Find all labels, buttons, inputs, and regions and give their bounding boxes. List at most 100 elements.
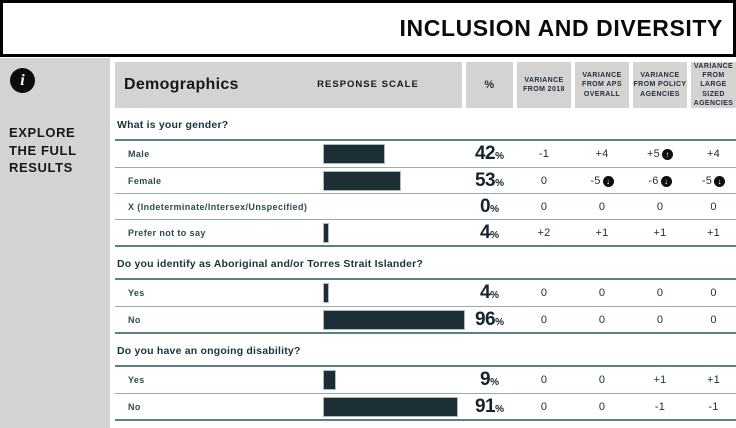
percent-value: 42%: [466, 141, 513, 167]
survey-section: What is your gender? Male 42% -1 +4 +5 ↑ …: [115, 108, 736, 247]
variance-from-large-agencies: -1: [708, 401, 719, 413]
page-title: INCLUSION AND DIVERSITY: [399, 15, 723, 41]
table-header: Demographics RESPONSE SCALE % VARIANCE F…: [115, 62, 736, 108]
variance-from-2018: 0: [540, 287, 548, 299]
percent-value: 4%: [466, 220, 513, 246]
variance-from-policy-agencies: 0: [656, 314, 664, 326]
row-label: Prefer not to say: [128, 228, 206, 238]
section-question: Do you have an ongoing disability?: [117, 345, 301, 357]
variance-from-large-agencies: +4: [707, 148, 720, 160]
response-bar: [323, 171, 401, 191]
arrow-down-circle-icon: ↓: [660, 175, 672, 187]
header-variance-large-agencies: VARIANCE FROM LARGE SIZED AGENCIES: [691, 62, 736, 108]
section-question: Do you identify as Aboriginal and/or Tor…: [117, 258, 424, 270]
percent-sign: %: [490, 377, 499, 388]
response-bar: [323, 223, 329, 243]
variance-from-aps-overall: 0: [598, 287, 606, 299]
variance-from-policy-agencies: +1: [653, 374, 667, 386]
row-label: No: [128, 402, 141, 412]
variance-from-2018: 0: [540, 175, 548, 187]
percent-value: 53%: [466, 168, 513, 194]
demographics-table: Demographics RESPONSE SCALE % VARIANCE F…: [115, 62, 736, 428]
table-row: Male 42% -1 +4 +5 ↑ +4: [115, 141, 736, 167]
variance-from-aps-overall: -5 ↓: [575, 168, 629, 194]
header-percent: %: [466, 62, 513, 108]
variance-from-2018: 0: [540, 401, 548, 413]
percent-number: 91: [474, 396, 496, 417]
arrow-down-circle-icon: ↓: [714, 175, 726, 187]
variance-from-aps-overall: 0: [598, 401, 606, 413]
percent-value: 4%: [466, 280, 513, 306]
variance-from-large-agencies: +1: [707, 374, 720, 386]
variance-from-2018: +2: [537, 227, 551, 239]
variance-from-policy-agencies: +5 ↑: [633, 141, 687, 167]
row-label: Yes: [128, 288, 145, 298]
variance-from-aps-overall: 0: [598, 374, 606, 386]
row-label: Female: [128, 176, 162, 186]
section-rows: Male 42% -1 +4 +5 ↑ +4 Female 53% 0 -5 ↓ -…: [115, 139, 736, 247]
survey-section: Do you identify as Aboriginal and/or Tor…: [115, 247, 736, 334]
variance-from-policy-agencies: -1: [654, 401, 666, 413]
variance-from-2018: 0: [540, 314, 548, 326]
variance-from-policy-agencies: 0: [656, 287, 664, 299]
row-label: Yes: [128, 375, 145, 385]
variance-from-policy-agencies: 0: [656, 201, 664, 213]
percent-sign: %: [495, 178, 505, 189]
percent-sign: %: [495, 317, 505, 328]
header-demographics: Demographics RESPONSE SCALE: [115, 62, 462, 108]
percent-number: 96: [474, 309, 496, 330]
table-row: No 91% 0 0 -1 -1: [115, 393, 736, 419]
percent-sign: %: [495, 404, 505, 415]
variance-from-large-agencies: +1: [707, 227, 720, 239]
variance-from-aps-overall: +4: [595, 148, 609, 160]
header-variance-aps-overall: VARIANCE FROM APS OVERALL: [575, 62, 629, 108]
response-bar: [323, 397, 458, 417]
table-row: Prefer not to say 4% +2 +1 +1 +1: [115, 219, 736, 245]
table-row: Female 53% 0 -5 ↓ -6 ↓ -5 ↓: [115, 167, 736, 193]
variance-from-aps-overall: 0: [598, 201, 606, 213]
header-variance-2018: VARIANCE FROM 2018: [517, 62, 571, 108]
arrow-up-circle-icon: ↑: [661, 148, 673, 160]
demographics-title: Demographics: [124, 75, 239, 93]
percent-number: 53: [474, 170, 496, 191]
variance-from-large-agencies: 0: [710, 287, 717, 299]
variance-from-2018: 0: [540, 201, 548, 213]
variance-from-large-agencies: 0: [710, 201, 717, 213]
row-label: X (Indeterminate/Intersex/Unspecified): [128, 202, 308, 212]
percent-value: 9%: [466, 367, 513, 393]
response-bar: [323, 283, 329, 303]
percent-sign: %: [495, 151, 505, 162]
arrow-down-circle-icon: ↓: [602, 175, 614, 187]
variance-from-2018: -1: [538, 148, 550, 160]
percent-number: 0: [480, 196, 491, 217]
table-row: X (Indeterminate/Intersex/Unspecified) 0…: [115, 193, 736, 219]
title-banner: INCLUSION AND DIVERSITY: [0, 0, 736, 57]
percent-number: 4: [480, 282, 491, 303]
percent-sign: %: [490, 204, 499, 215]
header-variance-policy-agencies: VARIANCE FROM POLICY AGENCIES: [633, 62, 687, 108]
percent-value: 96%: [466, 307, 513, 333]
variance-from-aps-overall: 0: [598, 314, 606, 326]
row-label: Male: [128, 149, 150, 159]
table-row: Yes 9% 0 0 +1 +1: [115, 367, 736, 393]
survey-section: Do you have an ongoing disability? Yes 9…: [115, 334, 736, 421]
variance-from-policy-agencies: +1: [653, 227, 667, 239]
variance-from-large-agencies: -5 ↓: [691, 168, 736, 194]
percent-sign: %: [490, 230, 499, 241]
section-rows: Yes 4% 0 0 0 0 No 96% 0 0 0 0: [115, 278, 736, 334]
table-body: What is your gender? Male 42% -1 +4 +5 ↑ …: [115, 108, 736, 421]
variance-from-large-agencies: 0: [710, 314, 717, 326]
section-question: What is your gender?: [117, 119, 229, 131]
response-scale-header: RESPONSE SCALE: [317, 78, 419, 90]
table-row: Yes 4% 0 0 0 0: [115, 280, 736, 306]
info-icon[interactable]: i: [10, 68, 35, 93]
percent-value: 0%: [466, 194, 513, 220]
row-label: No: [128, 315, 141, 325]
variance-from-aps-overall: +1: [595, 227, 609, 239]
response-bar: [323, 370, 336, 390]
percent-number: 9: [480, 369, 491, 390]
percent-number: 4: [480, 222, 491, 243]
variance-from-policy-agencies: -6 ↓: [633, 168, 687, 194]
explore-full-results-link[interactable]: EXPLORE THE FULL RESULTS: [9, 125, 77, 176]
